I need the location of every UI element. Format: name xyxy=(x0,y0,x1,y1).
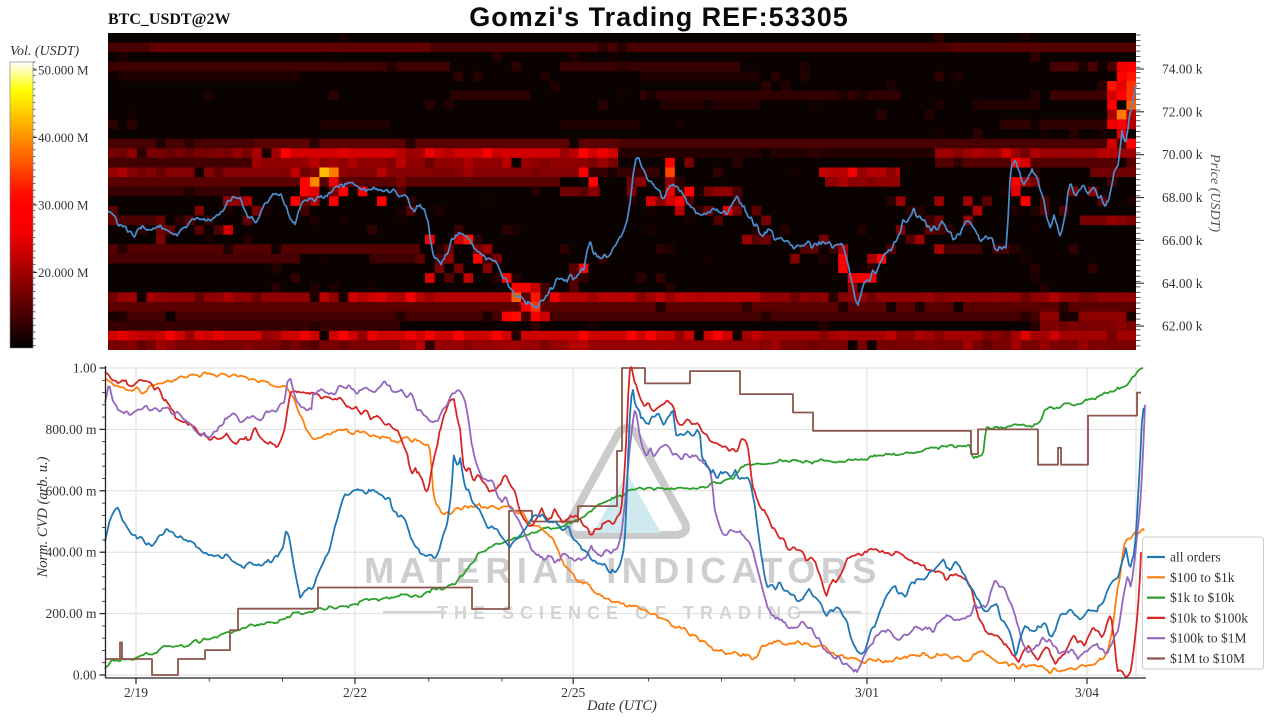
svg-text:70.00 k: 70.00 k xyxy=(1162,147,1203,162)
svg-text:1.00: 1.00 xyxy=(73,361,97,376)
svg-text:600.00 m: 600.00 m xyxy=(45,483,97,498)
svg-text:BTC_USDT@2W: BTC_USDT@2W xyxy=(108,11,230,28)
svg-text:3/04: 3/04 xyxy=(1075,685,1099,700)
svg-text:$100k to $1M: $100k to $1M xyxy=(1170,631,1247,646)
svg-text:Date (UTC): Date (UTC) xyxy=(586,698,657,714)
svg-text:$10k to $100k: $10k to $100k xyxy=(1170,610,1248,625)
svg-text:all orders: all orders xyxy=(1170,550,1221,565)
svg-text:2/25: 2/25 xyxy=(561,685,585,700)
svg-text:30.000 M: 30.000 M xyxy=(38,198,89,213)
svg-text:Price (USDT): Price (USDT) xyxy=(1207,153,1222,232)
svg-text:$1k to $10k: $1k to $10k xyxy=(1170,590,1235,605)
svg-text:THE SCIENCE OF TRADING: THE SCIENCE OF TRADING xyxy=(437,603,807,623)
svg-text:0.00: 0.00 xyxy=(73,668,97,683)
svg-text:400.00 m: 400.00 m xyxy=(45,545,97,560)
svg-text:$1M to $10M: $1M to $10M xyxy=(1170,651,1245,666)
svg-text:20.000 M: 20.000 M xyxy=(38,265,89,280)
svg-text:2/22: 2/22 xyxy=(343,685,367,700)
svg-text:68.00 k: 68.00 k xyxy=(1162,190,1203,205)
svg-text:66.00 k: 66.00 k xyxy=(1162,233,1203,248)
svg-text:Gomzi's Trading REF:53305: Gomzi's Trading REF:53305 xyxy=(469,2,849,32)
svg-text:Norm. CVD (arb. u.): Norm. CVD (arb. u.) xyxy=(35,456,51,578)
svg-text:MATERIAL INDICATORS: MATERIAL INDICATORS xyxy=(364,550,882,591)
svg-text:2/19: 2/19 xyxy=(124,685,148,700)
svg-text:62.00 k: 62.00 k xyxy=(1162,319,1203,334)
svg-text:800.00 m: 800.00 m xyxy=(45,422,97,437)
svg-text:40.000 M: 40.000 M xyxy=(38,130,89,145)
svg-text:64.00 k: 64.00 k xyxy=(1162,276,1203,291)
svg-text:72.00 k: 72.00 k xyxy=(1162,104,1203,119)
svg-text:3/01: 3/01 xyxy=(855,685,879,700)
svg-text:200.00 m: 200.00 m xyxy=(45,606,97,621)
svg-text:Vol. (USDT): Vol. (USDT) xyxy=(10,44,80,59)
svg-text:74.00 k: 74.00 k xyxy=(1162,62,1203,77)
svg-text:50.000 M: 50.000 M xyxy=(38,63,89,78)
svg-text:$100 to $1k: $100 to $1k xyxy=(1170,570,1235,585)
